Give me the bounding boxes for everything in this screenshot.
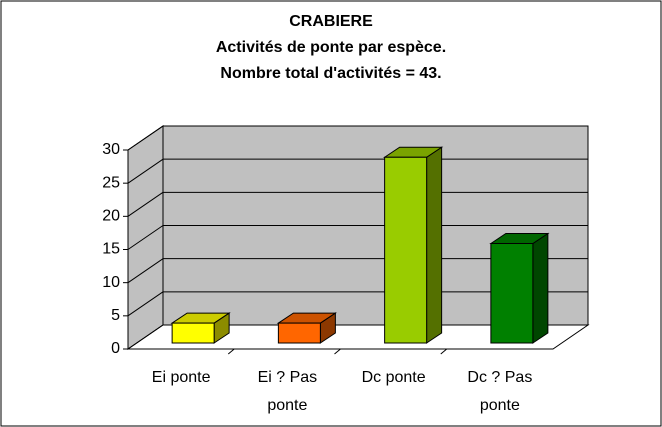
y-tick-label: 25 — [102, 174, 120, 191]
grid-line — [127, 191, 164, 217]
grid-line — [127, 258, 164, 284]
chart-annotation: Nombre total d'activités = 43. — [220, 65, 441, 82]
y-tick-label: 10 — [102, 274, 120, 291]
bar — [490, 243, 534, 344]
y-tick-label: 0 — [111, 340, 120, 357]
x-tick-label: Dc ponte — [361, 369, 426, 386]
x-tick-label: Dc ? Pas ponte — [467, 369, 533, 414]
y-tick-label: 20 — [102, 208, 120, 225]
bar — [277, 322, 321, 344]
chart-title: CRABIERE — [289, 13, 373, 30]
x-tick — [440, 348, 448, 355]
bar — [384, 156, 428, 344]
bar-side — [426, 146, 443, 344]
bar-side — [532, 232, 549, 344]
x-tick-label: Ei ponte — [151, 369, 211, 386]
grid-line — [127, 291, 164, 317]
y-tick-label: 30 — [102, 141, 120, 158]
grid-line — [127, 125, 164, 151]
chart-subtitle: Activités de ponte par espèce. — [216, 39, 446, 56]
y-tick-label: 15 — [102, 241, 120, 258]
x-tick-label: Ei ? Pas ponte — [257, 369, 318, 414]
x-tick — [227, 348, 235, 355]
grid-line — [127, 225, 164, 250]
grid-line — [127, 324, 164, 350]
grid-line — [127, 158, 164, 184]
y-tick-label: 5 — [111, 307, 120, 324]
x-tick — [334, 348, 341, 355]
bar — [171, 322, 215, 344]
